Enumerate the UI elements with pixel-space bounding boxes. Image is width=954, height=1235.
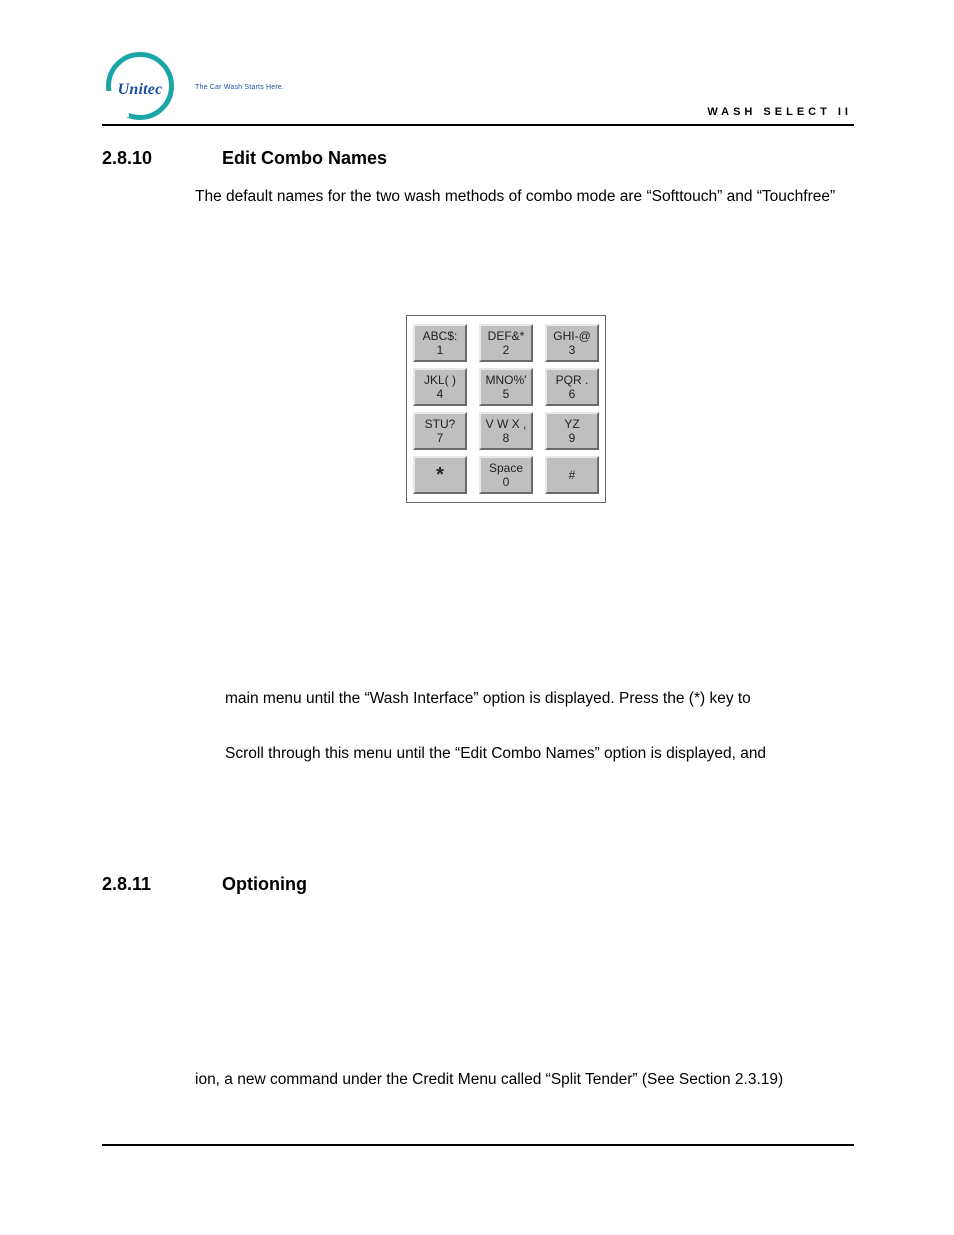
key-9-chars: YZ <box>564 417 579 431</box>
logo-tagline: The Car Wash Starts Here. <box>195 84 284 91</box>
key-hash-label: # <box>569 468 576 482</box>
line-split-tender: ion, a new command under the Credit Menu… <box>195 1068 855 1092</box>
key-2[interactable]: DEF&*2 <box>479 324 533 362</box>
line-scroll: Scroll through this menu until the “Edit… <box>225 742 827 766</box>
key-6[interactable]: PQR .6 <box>545 368 599 406</box>
key-9-digit: 9 <box>569 431 576 445</box>
key-4-digit: 4 <box>437 387 444 401</box>
header-rule <box>102 124 854 126</box>
key-3[interactable]: GHI-@3 <box>545 324 599 362</box>
key-hash[interactable]: # <box>545 456 599 494</box>
key-8[interactable]: V W X ,8 <box>479 412 533 450</box>
keypad-row-1: ABC$:1 DEF&*2 GHI-@3 <box>413 324 599 362</box>
key-3-digit: 3 <box>569 343 576 357</box>
key-2-digit: 2 <box>503 343 510 357</box>
keypad-frame: ABC$:1 DEF&*2 GHI-@3 JKL( )4 MNO%'5 PQR … <box>406 315 606 503</box>
key-3-chars: GHI-@ <box>553 329 591 343</box>
page: Unitec The Car Wash Starts Here. WASH SE… <box>0 0 954 1235</box>
keypad-row-2: JKL( )4 MNO%'5 PQR .6 <box>413 368 599 406</box>
section-title-optioning: Optioning <box>222 874 307 895</box>
document-label: WASH SELECT II <box>707 106 852 118</box>
paragraph-default-names: The default names for the two wash metho… <box>195 185 855 209</box>
key-6-chars: PQR . <box>556 373 589 387</box>
key-7-digit: 7 <box>437 431 444 445</box>
logo-text: Unitec <box>100 81 180 99</box>
key-4[interactable]: JKL( )4 <box>413 368 467 406</box>
section-number-2-8-10: 2.8.10 <box>102 148 152 169</box>
key-2-chars: DEF&* <box>488 329 525 343</box>
key-8-chars: V W X , <box>486 417 527 431</box>
footer-rule <box>102 1144 854 1146</box>
line-main-menu: main menu until the “Wash Interface” opt… <box>225 687 827 711</box>
key-0-digit: 0 <box>503 475 510 489</box>
keypad-row-4: * Space0 # <box>413 456 599 494</box>
key-0[interactable]: Space0 <box>479 456 533 494</box>
key-1-chars: ABC$: <box>423 329 458 343</box>
section-title-edit-combo-names: Edit Combo Names <box>222 148 387 169</box>
key-1[interactable]: ABC$:1 <box>413 324 467 362</box>
key-7-chars: STU? <box>425 417 456 431</box>
keypad-row-3: STU?7 V W X ,8 YZ9 <box>413 412 599 450</box>
key-5-chars: MNO%' <box>486 373 527 387</box>
logo: Unitec <box>100 52 192 124</box>
key-star-label: * <box>436 468 444 482</box>
keypad-figure: ABC$:1 DEF&*2 GHI-@3 JKL( )4 MNO%'5 PQR … <box>406 315 602 503</box>
key-0-chars: Space <box>489 461 523 475</box>
key-7[interactable]: STU?7 <box>413 412 467 450</box>
key-8-digit: 8 <box>503 431 510 445</box>
key-star[interactable]: * <box>413 456 467 494</box>
section-number-2-8-11: 2.8.11 <box>102 874 151 895</box>
key-4-chars: JKL( ) <box>424 373 456 387</box>
key-5-digit: 5 <box>503 387 510 401</box>
key-1-digit: 1 <box>437 343 444 357</box>
key-9[interactable]: YZ9 <box>545 412 599 450</box>
key-5[interactable]: MNO%'5 <box>479 368 533 406</box>
key-6-digit: 6 <box>569 387 576 401</box>
